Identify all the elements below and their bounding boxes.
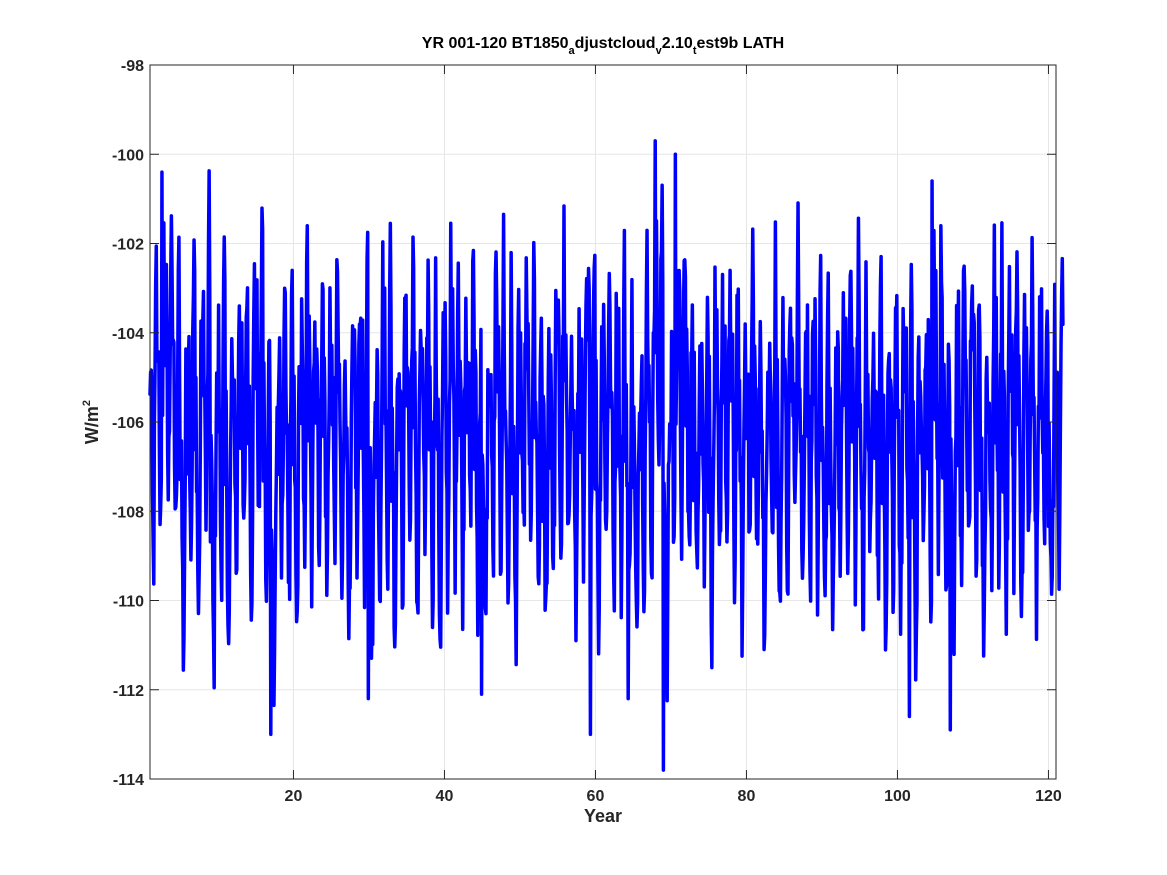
y-axis-label-base: W/m bbox=[82, 406, 102, 444]
y-tick-label: -98 bbox=[121, 58, 144, 75]
y-axis-label-superscript: 2 bbox=[81, 400, 93, 406]
tick-marks bbox=[150, 64, 1056, 780]
y-tick-label: -100 bbox=[112, 147, 144, 164]
y-tick-labels: -114 -112 -110 -108 -106 -104 -102 -100 -98 bbox=[112, 58, 144, 789]
chart-title-part-0: YR 001-120 BT1850 bbox=[422, 35, 569, 52]
y-tick-label: -110 bbox=[113, 594, 144, 611]
x-tick-label: 80 bbox=[738, 788, 756, 805]
y-tick-label: -104 bbox=[112, 326, 144, 343]
x-tick-label: 40 bbox=[436, 788, 454, 805]
y-tick-label: -114 bbox=[113, 772, 144, 789]
x-tick-label: 120 bbox=[1035, 788, 1062, 805]
y-tick-label: -112 bbox=[113, 683, 144, 700]
chart-title-part-1: a bbox=[569, 45, 576, 57]
y-tick-label: -108 bbox=[112, 504, 144, 521]
y-axis-label: W/m2 bbox=[81, 400, 102, 444]
x-tick-label: 60 bbox=[587, 788, 605, 805]
chart-title-part-2: djustcloud bbox=[575, 35, 656, 52]
chart-title-part-3: v bbox=[656, 45, 663, 57]
x-tick-label: 100 bbox=[884, 788, 911, 805]
y-tick-label: -102 bbox=[112, 237, 144, 254]
series-line-0 bbox=[148, 139, 1065, 772]
x-tick-label: 20 bbox=[285, 788, 303, 805]
x-tick-labels: 20 40 60 80 100 120 bbox=[285, 788, 1062, 805]
chart-title-part-6: est9b LATH bbox=[697, 35, 785, 52]
chart-title: YR 001-120 BT1850adjustcloudv2.10test9b … bbox=[422, 35, 784, 57]
series-layer bbox=[148, 139, 1065, 772]
chart-title-part-4: 2.10 bbox=[662, 35, 693, 52]
x-axis-label: Year bbox=[584, 806, 622, 826]
chart-title-part-5: t bbox=[693, 45, 697, 57]
y-tick-label: -106 bbox=[112, 415, 144, 432]
